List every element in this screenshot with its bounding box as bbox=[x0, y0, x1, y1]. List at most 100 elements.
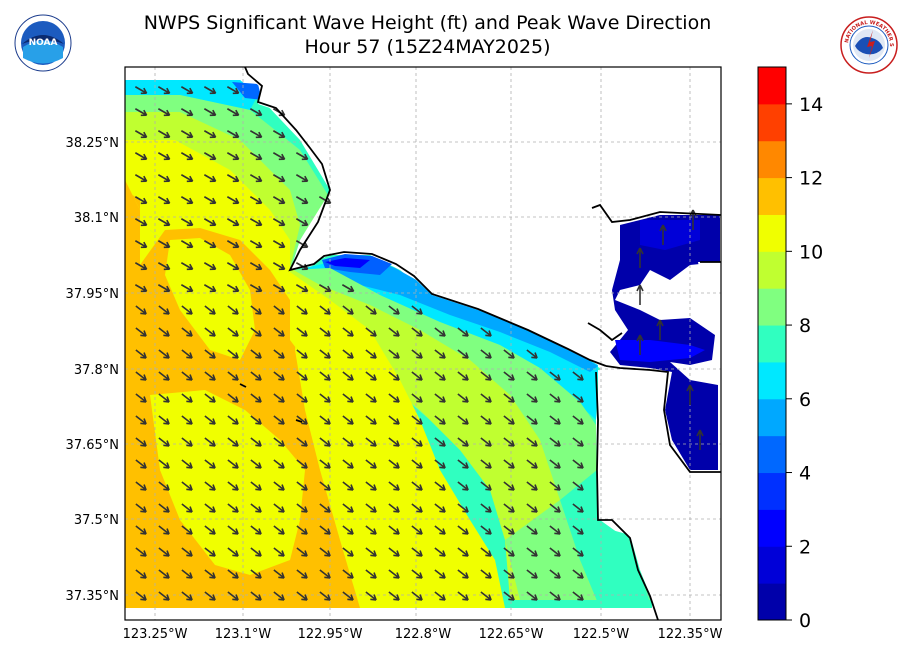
wave-direction-arrow bbox=[203, 152, 217, 161]
wave-band-3ft-north bbox=[232, 82, 262, 100]
wave-direction-arrow bbox=[365, 371, 377, 381]
wave-direction-arrow bbox=[273, 305, 285, 315]
wave-direction-arrow bbox=[158, 569, 170, 579]
wave-direction-arrow bbox=[227, 459, 239, 469]
wave-direction-arrow bbox=[526, 481, 538, 491]
bay-wave-arrow bbox=[656, 319, 664, 340]
wave-direction-arrow bbox=[342, 371, 354, 381]
wave-direction-arrow bbox=[158, 503, 170, 513]
wave-direction-arrow bbox=[157, 174, 171, 183]
lat-label: 37.65°N bbox=[66, 438, 119, 453]
wave-direction-arrow bbox=[250, 547, 262, 557]
wave-direction-arrow bbox=[295, 152, 309, 161]
wave-direction-arrow bbox=[388, 437, 400, 447]
wave-direction-arrow bbox=[342, 393, 354, 403]
wave-direction-arrow bbox=[181, 327, 193, 337]
wave-direction-arrow bbox=[249, 262, 263, 271]
wave-direction-arrow bbox=[227, 569, 239, 579]
longitude-labels: 123.25°W 123.1°W 122.95°W 122.8°W 122.65°W 12… bbox=[123, 627, 723, 642]
wave-direction-arrow bbox=[295, 196, 309, 205]
wave-direction-arrow bbox=[296, 393, 308, 403]
wave-direction-arrow bbox=[181, 503, 193, 513]
wave-direction-arrow bbox=[549, 591, 561, 601]
wave-direction-arrow bbox=[227, 415, 239, 425]
wave-direction-arrow bbox=[227, 437, 239, 447]
wave-height-field bbox=[125, 80, 721, 620]
wave-direction-arrow bbox=[342, 503, 354, 513]
tiburon-coastline bbox=[587, 322, 623, 342]
wave-direction-arrow bbox=[250, 481, 262, 491]
wave-direction-arrow bbox=[457, 327, 469, 337]
wave-direction-arrow bbox=[319, 349, 331, 359]
wave-direction-arrow bbox=[204, 569, 216, 579]
wave-direction-arrow bbox=[434, 459, 446, 469]
wave-direction-arrow bbox=[226, 218, 240, 227]
bay-wave-arrow bbox=[686, 384, 694, 405]
wave-direction-arrow bbox=[226, 130, 240, 139]
wave-direction-arrow bbox=[181, 481, 193, 491]
wave-direction-arrow bbox=[296, 569, 308, 579]
wave-pocket-9ft-d bbox=[140, 145, 200, 190]
wave-direction-arrow bbox=[204, 459, 216, 469]
wave-direction-arrow bbox=[158, 481, 170, 491]
sf-bay-west-coastline bbox=[605, 365, 721, 473]
wave-direction-arrow bbox=[180, 240, 194, 249]
wave-direction-arrow bbox=[388, 415, 400, 425]
lat-label: 38.1°N bbox=[74, 211, 119, 226]
wave-direction-arrow bbox=[549, 437, 561, 447]
wave-direction-arrow bbox=[572, 569, 584, 579]
colorbar-swatch bbox=[758, 398, 786, 437]
wave-direction-arrow bbox=[180, 108, 194, 117]
wave-direction-arrow bbox=[388, 591, 400, 601]
wave-direction-arrow bbox=[158, 459, 170, 469]
wave-direction-arrow bbox=[388, 569, 400, 579]
wave-direction-arrow bbox=[227, 591, 239, 601]
wave-direction-arrow bbox=[157, 130, 171, 139]
wave-direction-arrow bbox=[411, 569, 423, 579]
wave-direction-arrow bbox=[434, 437, 446, 447]
wave-direction-arrow bbox=[319, 437, 331, 447]
wave-direction-arrow bbox=[180, 152, 194, 161]
wave-direction-arrow bbox=[203, 86, 217, 95]
wave-direction-arrow bbox=[503, 547, 515, 557]
wave-direction-arrow bbox=[273, 327, 285, 337]
wave-direction-arrow bbox=[157, 284, 171, 293]
wave-direction-arrow bbox=[180, 86, 194, 95]
wave-direction-arrow bbox=[250, 371, 262, 381]
colorbar-swatch bbox=[758, 103, 786, 142]
wave-direction-arrow bbox=[457, 547, 469, 557]
wave-direction-arrow bbox=[434, 349, 446, 359]
wave-direction-arrow bbox=[549, 525, 561, 535]
wave-direction-arrow bbox=[365, 569, 377, 579]
colorbar-frame bbox=[757, 66, 787, 621]
wave-direction-arrow bbox=[180, 130, 194, 139]
wave-direction-arrow bbox=[572, 525, 584, 535]
wave-direction-arrow bbox=[180, 218, 194, 227]
wave-direction-arrow bbox=[365, 503, 377, 513]
wave-direction-arrow bbox=[272, 262, 286, 271]
wave-direction-arrow bbox=[273, 415, 285, 425]
wave-direction-arrow bbox=[157, 108, 171, 117]
wave-direction-arrow bbox=[249, 218, 263, 227]
wave-direction-arrow bbox=[411, 393, 423, 403]
wave-direction-arrow bbox=[457, 371, 469, 381]
wave-band-4ft bbox=[330, 258, 598, 372]
wave-direction-arrow bbox=[227, 393, 239, 403]
wave-direction-arrow bbox=[249, 130, 263, 139]
wave-direction-arrow bbox=[203, 262, 217, 271]
wave-direction-arrow bbox=[158, 437, 170, 447]
wave-direction-arrow bbox=[365, 459, 377, 469]
wave-direction-arrow bbox=[135, 547, 147, 557]
wave-direction-arrow bbox=[158, 327, 170, 337]
wave-direction-arrow bbox=[549, 569, 561, 579]
wave-direction-arrow bbox=[526, 547, 538, 557]
wave-direction-arrow bbox=[181, 591, 193, 601]
wave-direction-arrow bbox=[203, 108, 217, 117]
wave-direction-arrow bbox=[503, 459, 515, 469]
colorbar-swatch bbox=[758, 251, 786, 289]
wave-direction-arrow bbox=[342, 349, 354, 359]
map-title: NWPS Significant Wave Height (ft) and Pe… bbox=[143, 12, 712, 34]
wave-direction-arrow bbox=[181, 525, 193, 535]
wave-direction-arrow bbox=[388, 327, 400, 337]
wave-direction-arrow bbox=[181, 349, 193, 359]
